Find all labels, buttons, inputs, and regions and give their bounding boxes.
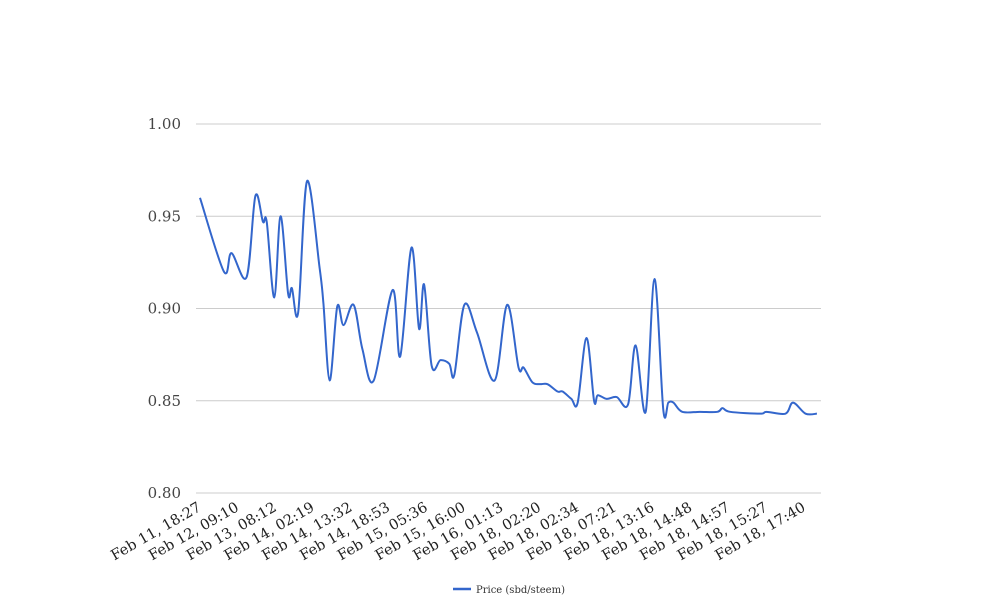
data-point[interactable] <box>335 304 340 309</box>
data-point[interactable] <box>452 372 457 377</box>
data-point[interactable] <box>198 195 203 200</box>
data-point[interactable] <box>321 300 326 305</box>
y-axis-ticks: 0.80 0.85 0.90 0.95 1.00 <box>148 115 181 502</box>
data-point[interactable] <box>272 295 277 300</box>
legend-label: Price (sbd/steem) <box>476 585 565 596</box>
data-point[interactable] <box>341 323 346 328</box>
data-point[interactable] <box>595 393 600 398</box>
data-point[interactable] <box>289 286 294 291</box>
data-point[interactable] <box>764 409 769 414</box>
data-point[interactable] <box>604 396 609 401</box>
data-point[interactable] <box>652 276 657 281</box>
data-point[interactable] <box>278 214 283 219</box>
data-point[interactable] <box>492 378 497 383</box>
data-point[interactable] <box>229 251 234 256</box>
data-point[interactable] <box>728 409 733 414</box>
data-point[interactable] <box>555 389 560 394</box>
y-tick-label: 0.90 <box>148 300 181 318</box>
data-point[interactable] <box>666 400 671 405</box>
data-point[interactable] <box>521 365 526 370</box>
data-point[interactable] <box>447 361 452 366</box>
data-point[interactable] <box>296 310 301 315</box>
data-point[interactable] <box>264 219 269 224</box>
data-point[interactable] <box>305 179 310 184</box>
series-line <box>199 180 817 419</box>
data-point[interactable] <box>221 269 226 274</box>
y-tick-label: 0.95 <box>148 207 181 225</box>
data-point[interactable] <box>633 343 638 348</box>
data-point[interactable] <box>626 402 631 407</box>
data-point[interactable] <box>680 409 685 414</box>
data-point[interactable] <box>286 291 291 296</box>
data-point[interactable] <box>614 395 619 400</box>
data-point[interactable] <box>462 302 467 307</box>
data-point[interactable] <box>390 288 395 293</box>
data-point[interactable] <box>545 382 550 387</box>
legend[interactable]: Price (sbd/steem) <box>453 585 565 596</box>
y-tick-label: 1.00 <box>148 115 181 133</box>
data-point[interactable] <box>398 354 403 359</box>
data-point[interactable] <box>584 336 589 341</box>
data-point[interactable] <box>537 382 542 387</box>
y-tick-label: 0.85 <box>148 392 181 410</box>
data-point[interactable] <box>569 396 574 401</box>
data-point[interactable] <box>715 409 720 414</box>
data-point[interactable] <box>661 407 666 412</box>
data-point[interactable] <box>422 282 427 287</box>
data-point[interactable] <box>505 302 510 307</box>
data-point[interactable] <box>253 193 258 198</box>
data-point[interactable] <box>429 363 434 368</box>
data-point[interactable] <box>803 411 808 416</box>
data-point[interactable] <box>371 378 376 383</box>
data-point[interactable] <box>783 411 788 416</box>
data-point[interactable] <box>560 389 565 394</box>
data-point[interactable] <box>351 302 356 307</box>
data-point[interactable] <box>697 409 702 414</box>
y-tick-label: 0.80 <box>148 484 181 502</box>
data-point[interactable] <box>790 400 795 405</box>
data-point[interactable] <box>417 326 422 331</box>
data-point[interactable] <box>643 409 648 414</box>
data-point[interactable] <box>671 400 676 405</box>
data-point[interactable] <box>244 275 249 280</box>
data-point[interactable] <box>360 347 365 352</box>
data-point[interactable] <box>758 411 763 416</box>
data-point[interactable] <box>530 380 535 385</box>
data-point[interactable] <box>438 358 443 363</box>
data-point[interactable] <box>327 378 332 383</box>
data-point[interactable] <box>474 330 479 335</box>
data-point[interactable] <box>516 365 521 370</box>
data-point[interactable] <box>317 265 322 270</box>
data-point[interactable] <box>575 400 580 405</box>
data-point[interactable] <box>814 411 819 416</box>
data-point[interactable] <box>720 406 725 411</box>
data-point[interactable] <box>409 245 414 250</box>
series-layer <box>198 179 819 419</box>
data-point[interactable] <box>592 398 597 403</box>
